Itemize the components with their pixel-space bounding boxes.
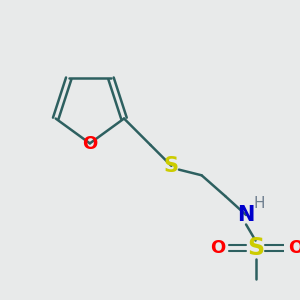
Text: O: O (82, 135, 98, 153)
Text: O: O (210, 239, 225, 257)
Text: S: S (164, 156, 179, 176)
Text: S: S (247, 236, 264, 260)
Text: O: O (288, 239, 300, 257)
Text: N: N (237, 205, 255, 225)
Text: H: H (254, 196, 265, 211)
